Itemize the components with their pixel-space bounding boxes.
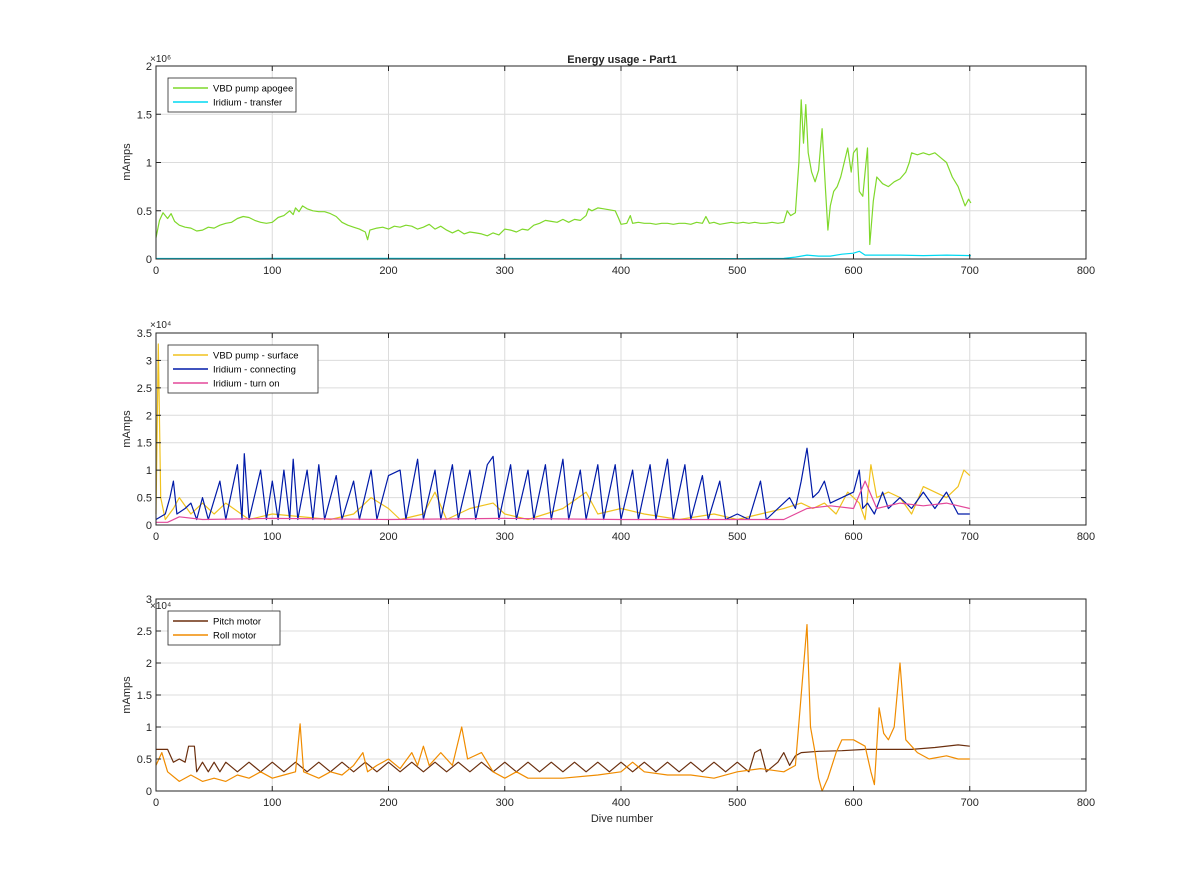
y-tick-label: 3: [146, 594, 152, 606]
x-tick-label: 400: [612, 797, 630, 809]
legend-entry: Iridium - connecting: [213, 365, 296, 376]
series-line-roll-motor: [155, 624, 970, 792]
plot-1: Energy usage - Part1 ×10⁶ mAmps 0 100 200 3…: [121, 54, 1095, 277]
x-tick-label: 100: [263, 531, 281, 543]
y-axis-label: mAmps: [121, 143, 133, 181]
legend-1: VBD pump apogee Iridium - transfer: [167, 77, 297, 113]
y-axis-label: mAmps: [121, 410, 133, 448]
series-line-iridium-connecting: [155, 447, 970, 521]
y-tick-label: 0: [146, 254, 152, 266]
x-tick-label: 700: [961, 531, 979, 543]
legend-entry: Roll motor: [213, 631, 256, 642]
x-tick-label: 200: [379, 797, 397, 809]
x-tick-label: 200: [379, 265, 397, 277]
legend-3: Pitch motor Roll motor: [167, 610, 281, 646]
x-tick-label: 400: [612, 531, 630, 543]
legend-entry: VBD pump - surface: [213, 351, 299, 362]
y-tick-label: 1.5: [137, 438, 152, 450]
x-tick-label: 500: [728, 265, 746, 277]
x-tick-label: 600: [844, 531, 862, 543]
plot-2: ×10⁴ mAmps 0 100 200 300 400 500 600 700 800 0 0.5…: [121, 320, 1095, 543]
legend-box: [167, 610, 281, 646]
legend-entry: Iridium - turn on: [213, 379, 280, 390]
chart-title: Energy usage - Part1: [567, 54, 676, 66]
y-tick-label: 0.5: [137, 754, 152, 766]
x-tick-label: 300: [496, 531, 514, 543]
plot-3: ×10⁴ mAmps Dive number 0 100 200 300 400 500 6…: [121, 594, 1095, 825]
x-tick-label: 300: [496, 797, 514, 809]
legend-entry: Pitch motor: [213, 617, 261, 628]
y-tick-label: 1.5: [137, 690, 152, 702]
y-exponent-label: ×10⁴: [150, 320, 171, 331]
x-tick-label: 400: [612, 265, 630, 277]
x-tick-label: 600: [844, 797, 862, 809]
y-tick-label: 2: [146, 658, 152, 670]
y-tick-label: 2: [146, 410, 152, 422]
y-axis-label: mAmps: [121, 676, 133, 714]
y-tick-label: 1: [146, 158, 152, 170]
legend-entry: Iridium - transfer: [213, 98, 282, 109]
x-tick-label: 800: [1077, 265, 1095, 277]
y-tick-label: 2.5: [137, 626, 152, 638]
y-tick-label: 1: [146, 722, 152, 734]
y-tick-label: 3.5: [137, 328, 152, 340]
legend-entry: VBD pump apogee: [213, 84, 293, 95]
x-tick-label: 100: [263, 265, 281, 277]
x-tick-label: 0: [153, 265, 159, 277]
x-tick-label: 700: [961, 265, 979, 277]
series-line-iridium-turn-on: [156, 480, 970, 523]
x-tick-label: 500: [728, 797, 746, 809]
y-tick-label: 2: [146, 61, 152, 73]
plot-1-body: 0 100 200 300 400 500 600 700 800 0 0.5 1 1.5 2: [137, 61, 1095, 277]
y-tick-label: 0: [146, 520, 152, 532]
legend-2: VBD pump - surface Iridium - connecting Ir…: [167, 344, 319, 394]
x-axis-label: Dive number: [591, 813, 654, 825]
y-tick-label: 2.5: [137, 383, 152, 395]
x-tick-label: 0: [153, 797, 159, 809]
series-line-iridium-transfer: [156, 250, 971, 260]
x-tick-label: 800: [1077, 797, 1095, 809]
legend-box: [167, 77, 297, 113]
y-tick-label: 0.5: [137, 206, 152, 218]
y-tick-label: 0.5: [137, 493, 152, 505]
plot-3-body: 0 100 200 300 400 500 600 700 800 0 0.5 1 1.5 2 2.5 3: [137, 594, 1095, 809]
y-tick-label: 1.5: [137, 109, 152, 121]
x-tick-label: 100: [263, 797, 281, 809]
x-tick-label: 800: [1077, 531, 1095, 543]
series-line-pitch-motor: [156, 744, 970, 773]
series-line-vbd-pump-apogee: [155, 99, 972, 246]
x-tick-label: 0: [153, 531, 159, 543]
x-tick-label: 200: [379, 531, 397, 543]
x-tick-label: 600: [844, 265, 862, 277]
y-exponent-label: ×10⁴: [150, 601, 171, 612]
y-tick-label: 0: [146, 786, 152, 798]
x-tick-label: 700: [961, 797, 979, 809]
y-tick-label: 1: [146, 465, 152, 477]
y-exponent-label: ×10⁶: [150, 54, 171, 65]
x-tick-label: 500: [728, 531, 746, 543]
y-tick-label: 3: [146, 355, 152, 367]
x-tick-label: 300: [496, 265, 514, 277]
